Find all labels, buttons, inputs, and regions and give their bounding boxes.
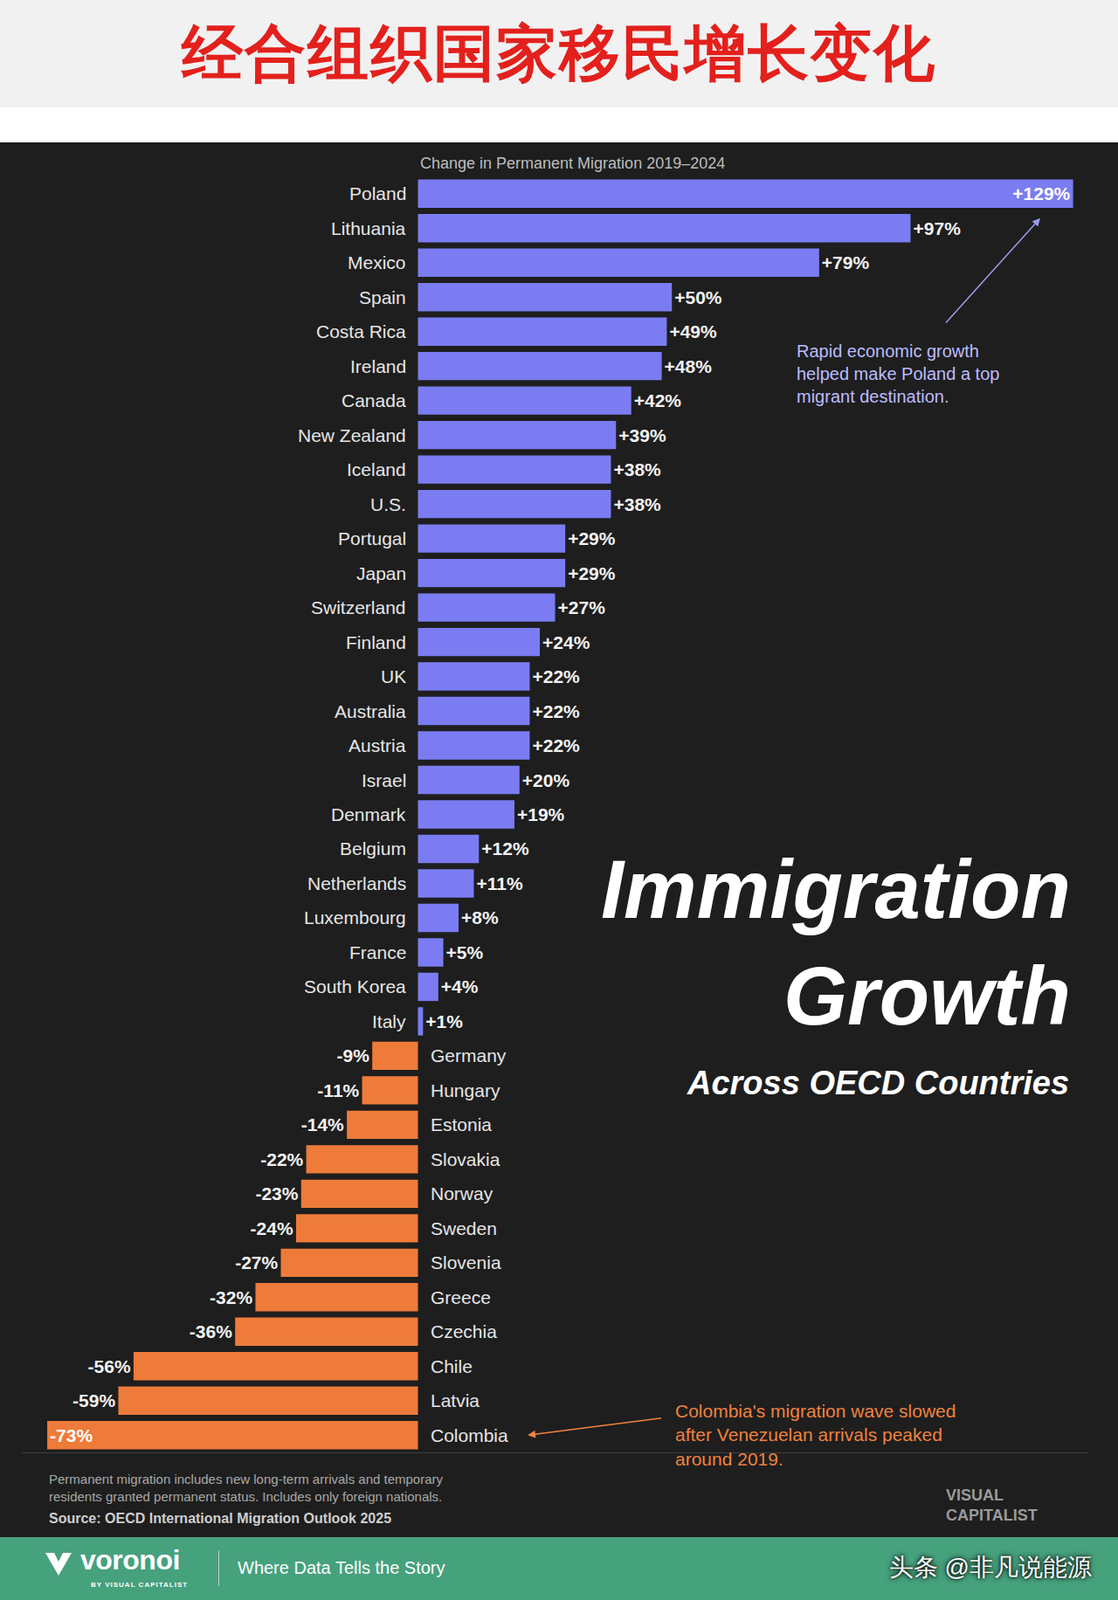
- svg-text:Lithuania: Lithuania: [331, 218, 407, 239]
- svg-text:+50%: +50%: [674, 287, 723, 308]
- svg-text:Poland: Poland: [349, 183, 407, 204]
- svg-text:Japan: Japan: [356, 563, 407, 584]
- svg-text:ImmigrationGrowth: ImmigrationGrowth: [600, 843, 1071, 1043]
- svg-text:-22%: -22%: [260, 1149, 304, 1170]
- svg-text:Portugal: Portugal: [338, 528, 407, 549]
- svg-text:+42%: +42%: [634, 390, 683, 411]
- svg-text:+38%: +38%: [613, 494, 662, 515]
- html-text:BY VISUAL CAPITALIST: BY VISUAL CAPITALIST: [90, 1580, 188, 1589]
- svg-text:-27%: -27%: [234, 1252, 278, 1273]
- svg-text:Canada: Canada: [341, 390, 407, 411]
- svg-text:Australia: Australia: [334, 701, 407, 722]
- svg-text:Source: OECD International Mig: Source: OECD International Migration Out…: [48, 1511, 392, 1526]
- svg-text:-23%: -23%: [255, 1183, 298, 1204]
- svg-text:Costa Rica: Costa Rica: [316, 321, 407, 342]
- svg-text:Austria: Austria: [348, 735, 407, 756]
- svg-text:-56%: -56%: [88, 1356, 132, 1377]
- svg-text:Colombia's migration wave slow: Colombia's migration wave slowedafter Ve…: [675, 1400, 956, 1470]
- svg-text:Estonia: Estonia: [430, 1114, 492, 1135]
- svg-text:+39%: +39%: [618, 425, 667, 446]
- svg-text:+12%: +12%: [481, 838, 530, 859]
- svg-text:Slovenia: Slovenia: [430, 1252, 502, 1273]
- svg-text:Belgium: Belgium: [339, 838, 407, 859]
- svg-text:Denmark: Denmark: [331, 804, 407, 825]
- svg-text:+22%: +22%: [531, 666, 580, 687]
- svg-text:+79%: +79%: [821, 252, 870, 273]
- html-text:voronoi: voronoi: [80, 1544, 180, 1576]
- svg-text:Switzerland: Switzerland: [310, 597, 407, 618]
- svg-text:-14%: -14%: [301, 1114, 345, 1135]
- svg-text:+29%: +29%: [567, 563, 616, 584]
- svg-text:Colombia: Colombia: [430, 1425, 509, 1446]
- svg-text:U.S.: U.S.: [370, 494, 407, 515]
- svg-text:Ireland: Ireland: [350, 356, 407, 377]
- svg-text:Spain: Spain: [358, 287, 407, 308]
- svg-text:Czechia: Czechia: [430, 1321, 497, 1342]
- svg-text:-24%: -24%: [250, 1218, 294, 1239]
- svg-text:Luxembourg: Luxembourg: [303, 907, 407, 928]
- svg-text:+129%: +129%: [1012, 183, 1070, 204]
- svg-text:-32%: -32%: [209, 1287, 253, 1308]
- svg-text:+1%: +1%: [425, 1011, 463, 1032]
- svg-text:+48%: +48%: [664, 356, 713, 377]
- svg-text:Hungary: Hungary: [430, 1080, 501, 1101]
- svg-text:VISUALCAPITALIST: VISUALCAPITALIST: [945, 1486, 1038, 1525]
- svg-text:Across OECD Countries: Across OECD Countries: [686, 1064, 1070, 1102]
- svg-text:+5%: +5%: [446, 942, 484, 963]
- svg-text:-11%: -11%: [317, 1080, 359, 1101]
- svg-text:+97%: +97%: [913, 218, 962, 239]
- svg-text:France: France: [349, 942, 407, 963]
- svg-text:Chile: Chile: [430, 1356, 473, 1377]
- svg-text:+24%: +24%: [542, 632, 591, 653]
- svg-text:Rapid economic growthhelped ma: Rapid economic growthhelped make Poland …: [796, 341, 1000, 407]
- svg-text:Sweden: Sweden: [430, 1218, 497, 1239]
- svg-text:-59%: -59%: [72, 1390, 116, 1411]
- svg-text:Greece: Greece: [430, 1287, 491, 1308]
- svg-text:Finland: Finland: [345, 632, 407, 653]
- svg-text:+11%: +11%: [476, 873, 523, 894]
- svg-text:+8%: +8%: [461, 907, 499, 928]
- svg-text:Mexico: Mexico: [347, 252, 407, 273]
- svg-text:Iceland: Iceland: [346, 459, 407, 480]
- svg-text:+27%: +27%: [558, 597, 607, 618]
- svg-text:Netherlands: Netherlands: [307, 873, 407, 894]
- html-text:头条 @非凡说能源: 头条 @非凡说能源: [888, 1553, 1092, 1581]
- svg-text:Permanent migration includes n: Permanent migration includes new long-te…: [48, 1471, 444, 1505]
- svg-text:Germany: Germany: [430, 1045, 507, 1066]
- html-text:Where Data Tells the Story: Where Data Tells the Story: [237, 1558, 446, 1578]
- svg-text:+22%: +22%: [531, 701, 580, 722]
- svg-text:-73%: -73%: [49, 1425, 93, 1446]
- svg-text:+22%: +22%: [531, 735, 580, 756]
- svg-text:+4%: +4%: [441, 976, 479, 997]
- svg-text:+19%: +19%: [517, 804, 566, 825]
- html-text:经合组织国家移民增长变化: 经合组织国家移民增长变化: [181, 19, 937, 88]
- svg-text:Italy: Italy: [372, 1011, 407, 1032]
- svg-text:Change in Permanent Migration: Change in Permanent Migration 2019–2024: [420, 154, 725, 173]
- svg-text:UK: UK: [380, 666, 407, 687]
- svg-text:+49%: +49%: [669, 321, 718, 342]
- svg-text:+20%: +20%: [522, 770, 571, 791]
- svg-text:-9%: -9%: [337, 1045, 371, 1066]
- svg-text:Norway: Norway: [430, 1183, 494, 1204]
- svg-text:Slovakia: Slovakia: [430, 1149, 501, 1170]
- svg-text:+38%: +38%: [613, 459, 662, 480]
- svg-text:South Korea: South Korea: [303, 976, 407, 997]
- svg-text:+29%: +29%: [567, 528, 616, 549]
- svg-text:New Zealand: New Zealand: [297, 425, 407, 446]
- svg-text:Israel: Israel: [361, 770, 407, 791]
- svg-text:Latvia: Latvia: [430, 1390, 480, 1411]
- svg-text:-36%: -36%: [189, 1321, 233, 1342]
